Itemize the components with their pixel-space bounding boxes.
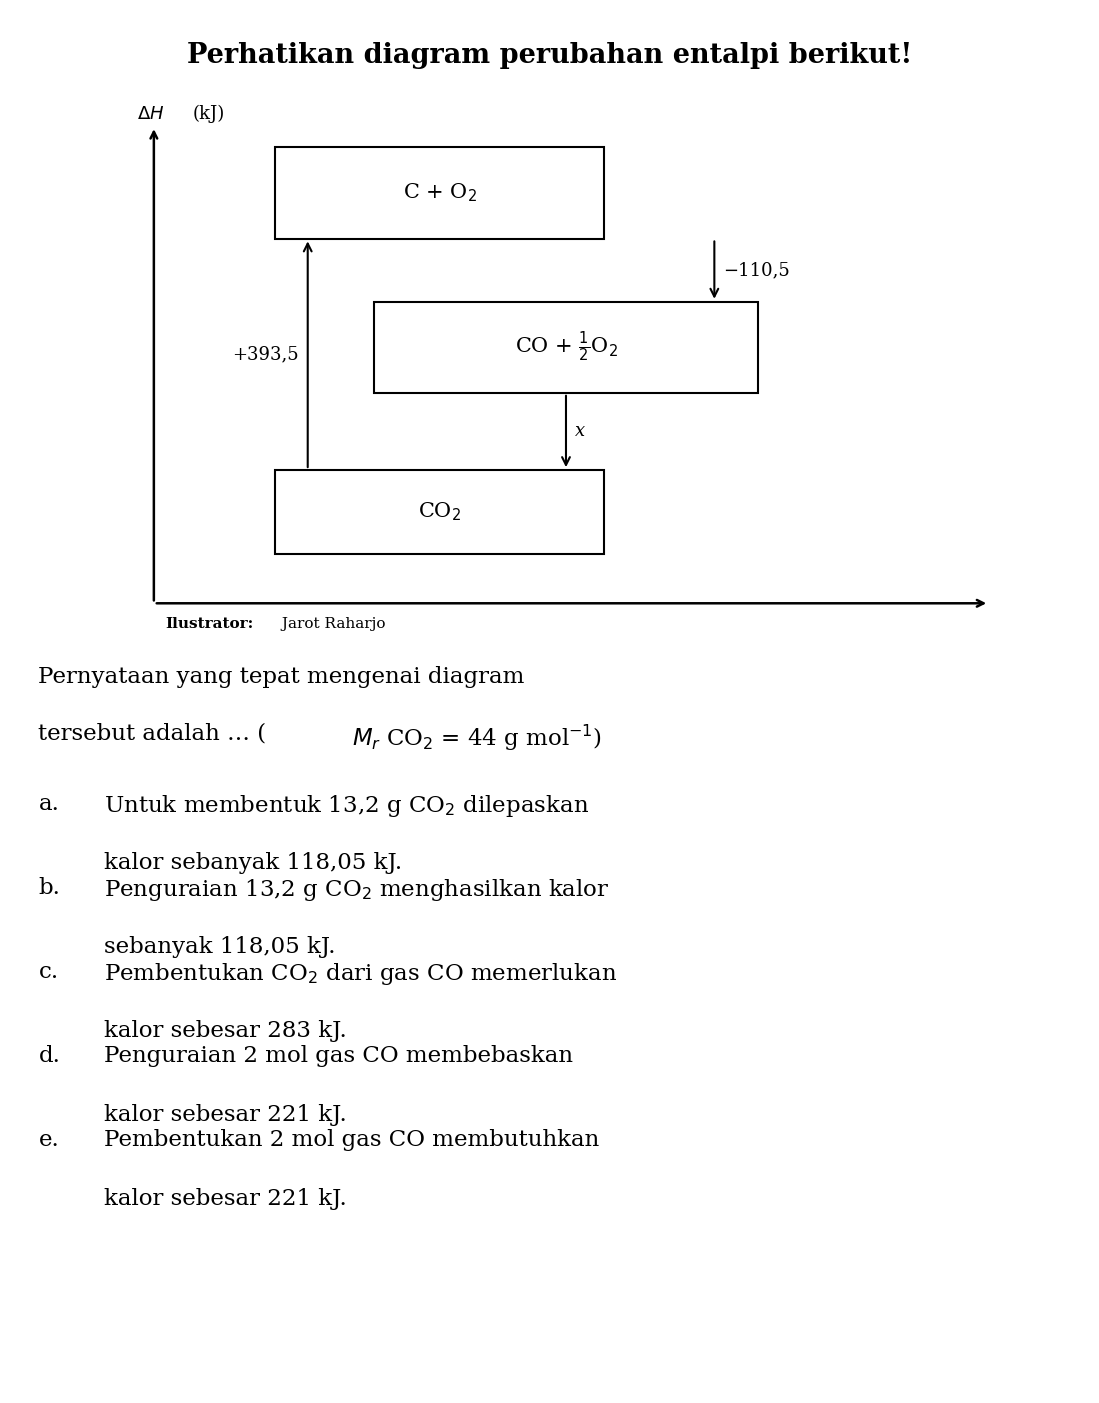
- Text: (kJ): (kJ): [192, 105, 224, 123]
- Text: Pembentukan 2 mol gas CO membutuhkan: Pembentukan 2 mol gas CO membutuhkan: [104, 1129, 600, 1152]
- Text: sebanyak 118,05 kJ.: sebanyak 118,05 kJ.: [104, 936, 336, 958]
- Text: c.: c.: [38, 961, 58, 984]
- Text: tersebut adalah … (: tersebut adalah … (: [38, 723, 267, 745]
- Text: C + O$_2$: C + O$_2$: [402, 181, 477, 205]
- Text: d.: d.: [38, 1045, 60, 1068]
- Text: CO + $\frac{1}{2}$O$_2$: CO + $\frac{1}{2}$O$_2$: [514, 330, 618, 365]
- Text: +393,5: +393,5: [232, 345, 299, 363]
- Text: Penguraian 13,2 g CO$_2$ menghasilkan kalor: Penguraian 13,2 g CO$_2$ menghasilkan ka…: [104, 877, 610, 904]
- Text: a.: a.: [38, 793, 59, 815]
- Text: kalor sebesar 221 kJ.: kalor sebesar 221 kJ.: [104, 1188, 347, 1211]
- Text: e.: e.: [38, 1129, 59, 1152]
- Text: Perhatikan diagram perubahan entalpi berikut!: Perhatikan diagram perubahan entalpi ber…: [187, 42, 912, 69]
- Text: Pembentukan CO$_2$ dari gas CO memerlukan: Pembentukan CO$_2$ dari gas CO memerluka…: [104, 961, 618, 988]
- Bar: [374, 302, 758, 393]
- Text: Jarot Raharjo: Jarot Raharjo: [277, 617, 386, 631]
- Text: $M_r$ CO$_2$ = 44 g mol$^{-1}$): $M_r$ CO$_2$ = 44 g mol$^{-1}$): [352, 723, 601, 753]
- Text: Penguraian 2 mol gas CO membebaskan: Penguraian 2 mol gas CO membebaskan: [104, 1045, 574, 1068]
- Text: Pernyataan yang tepat mengenai diagram: Pernyataan yang tepat mengenai diagram: [38, 666, 525, 689]
- Text: kalor sebesar 221 kJ.: kalor sebesar 221 kJ.: [104, 1104, 347, 1127]
- Text: Ilustrator:: Ilustrator:: [165, 617, 253, 631]
- Text: kalor sebesar 283 kJ.: kalor sebesar 283 kJ.: [104, 1020, 347, 1042]
- Text: $\Delta H$: $\Delta H$: [137, 105, 165, 123]
- Text: Untuk membentuk 13,2 g CO$_2$ dilepaskan: Untuk membentuk 13,2 g CO$_2$ dilepaskan: [104, 793, 589, 819]
- Text: −110,5: −110,5: [723, 261, 790, 279]
- Text: x: x: [575, 422, 585, 441]
- Text: CO$_2$: CO$_2$: [418, 501, 462, 523]
- Text: kalor sebanyak 118,05 kJ.: kalor sebanyak 118,05 kJ.: [104, 852, 402, 874]
- Text: b.: b.: [38, 877, 60, 899]
- Bar: [275, 470, 604, 554]
- Bar: [275, 147, 604, 239]
